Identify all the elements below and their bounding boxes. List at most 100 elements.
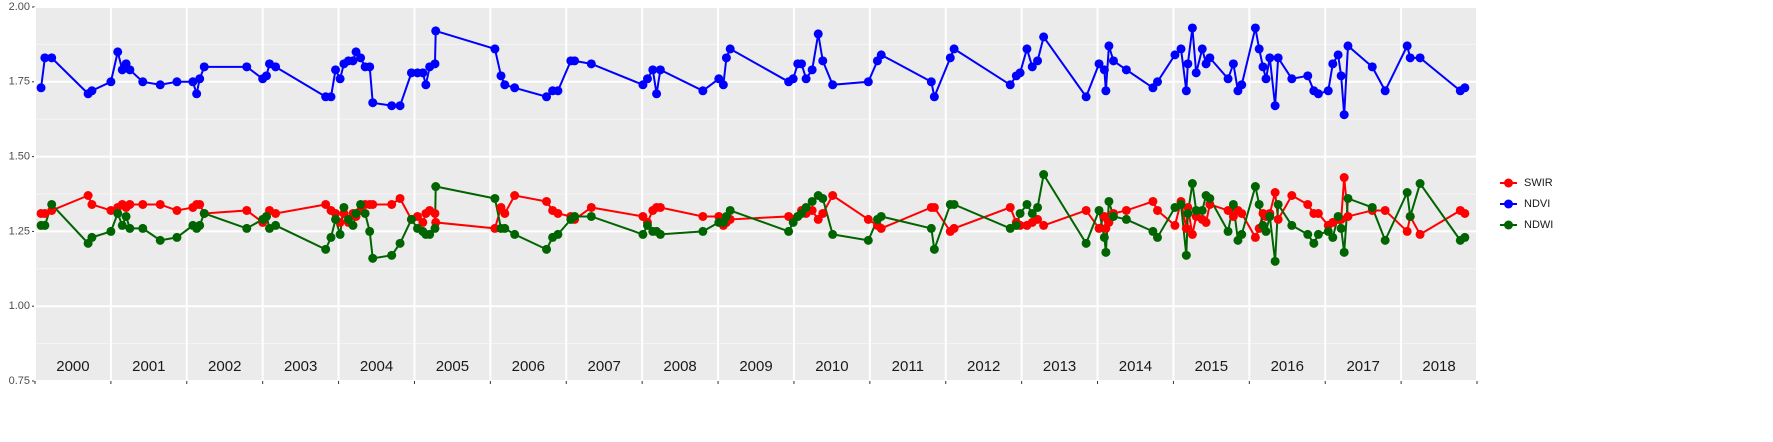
data-point [1027,208,1037,218]
data-point [818,56,828,66]
data-point [1121,214,1131,224]
data-point [113,47,123,57]
data-point [1460,208,1470,218]
data-point [1380,205,1390,215]
data-point [510,190,520,200]
data-point [586,211,596,221]
data-point [510,229,520,239]
data-point [1323,86,1333,96]
data-point [553,208,563,218]
data-point [368,98,378,108]
data-point [1336,71,1346,81]
data-point [655,229,665,239]
data-point [1339,110,1349,120]
data-point [500,80,510,90]
data-point [1022,44,1032,54]
data-point [418,217,428,227]
data-point [718,80,728,90]
data-point [926,223,936,233]
data-point [138,77,148,87]
data-point [1039,220,1049,230]
legend-label: NDVI [1524,198,1550,210]
data-point [929,92,939,102]
data-point [271,208,281,218]
data-point [1339,247,1349,257]
data-point [1287,190,1297,200]
data-point [1152,205,1162,215]
data-point [1191,68,1201,78]
data-point [926,77,936,87]
legend-key-point [1504,220,1513,230]
data-point [188,77,198,87]
data-point [500,208,510,218]
data-point [195,74,205,84]
data-point [326,232,336,242]
data-point [1108,56,1118,66]
data-point [490,193,500,203]
data-point [125,223,135,233]
data-point [199,62,209,72]
data-point [801,202,811,212]
data-point [421,80,431,90]
data-point [1250,182,1260,192]
data-point [261,71,271,81]
data-point [368,199,378,209]
data-point [1270,256,1280,266]
data-point [876,223,886,233]
data-point [1081,238,1091,248]
year-label: 2014 [1119,358,1152,375]
data-point [87,86,97,96]
data-point [36,83,46,93]
data-point [1094,205,1104,215]
data-point [1402,41,1412,51]
year-label: 2017 [1346,358,1379,375]
data-point [1261,226,1271,236]
data-point [40,53,50,63]
data-point [1099,65,1109,75]
data-point [113,208,123,218]
data-point [430,208,440,218]
data-point [813,29,823,39]
data-point [1197,205,1207,215]
data-point [1108,211,1118,221]
data-point [172,232,182,242]
data-point [125,65,135,75]
data-point [929,244,939,254]
data-point [1033,202,1043,212]
data-point [356,199,366,209]
legend-key-point [1504,178,1513,188]
y-tick-label: 1.25 [9,225,30,237]
data-point [1270,101,1280,111]
data-point [155,80,165,90]
data-point [1313,208,1323,218]
data-point [1402,188,1412,198]
y-tick-label: 2.00 [9,1,30,13]
data-point [368,253,378,263]
data-point [1228,59,1238,69]
data-point [1250,232,1260,242]
year-label: 2016 [1271,358,1304,375]
data-point [1104,41,1114,51]
year-label: 2006 [512,358,545,375]
data-point [1170,220,1180,230]
data-point [192,89,202,99]
data-point [945,53,955,63]
data-point [1405,211,1415,221]
data-point [242,205,252,215]
data-point [1237,229,1247,239]
data-point [1039,32,1049,42]
data-point [1152,77,1162,87]
data-point [1343,193,1353,203]
y-tick-label: 1.00 [9,300,30,312]
data-point [121,211,131,221]
data-point [725,44,735,54]
data-point [1367,202,1377,212]
data-point [828,190,838,200]
data-point [348,56,358,66]
year-label: 2012 [967,358,1000,375]
data-point [155,199,165,209]
year-label: 2015 [1195,358,1228,375]
data-point [1460,232,1470,242]
data-point [1402,226,1412,236]
